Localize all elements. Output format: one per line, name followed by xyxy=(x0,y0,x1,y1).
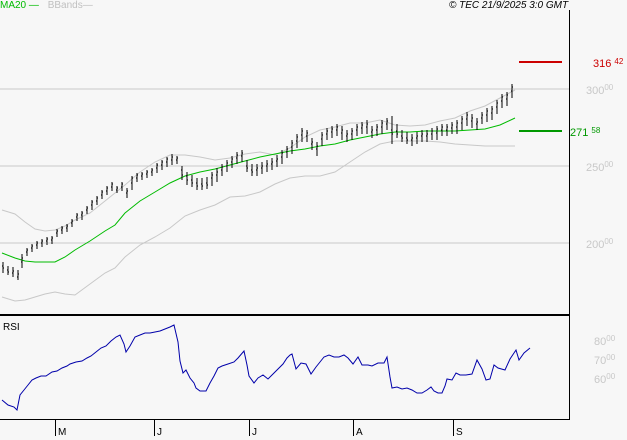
month-label-may: M xyxy=(58,427,67,438)
month-label-june: J xyxy=(157,427,162,438)
bband-lower xyxy=(1,140,515,302)
copyright-timestamp: © TEC 21/9/2025 3:0 GMT xyxy=(449,0,569,11)
month-label-september: S xyxy=(456,427,463,438)
rsi-axis-label-70: 7000 xyxy=(594,353,616,367)
month-label-july: J xyxy=(252,427,257,438)
rsi-panel-title: RSI xyxy=(3,322,20,333)
legend-bbands: BBands— xyxy=(47,0,93,11)
ohlc-bars xyxy=(2,84,513,280)
ma20-line xyxy=(1,117,516,263)
rsi-line xyxy=(1,324,531,412)
month-ticks xyxy=(55,420,454,436)
resistance-level-label: 316 42 xyxy=(593,57,624,70)
price-axis-label-250: 25000 xyxy=(586,160,614,174)
legend-ma20: MA20 — xyxy=(0,0,39,11)
price-axis-label-300: 30000 xyxy=(586,83,614,97)
month-label-august: A xyxy=(356,427,363,438)
support-level-label: 271 58 xyxy=(570,126,601,139)
rsi-axis-label-60: 6000 xyxy=(594,372,616,386)
price-axis-label-200: 20000 xyxy=(586,237,614,251)
bband-upper xyxy=(1,89,516,232)
rsi-axis-label-80: 8000 xyxy=(594,334,616,348)
chart-legend: MA20 — BBands— xyxy=(0,0,93,12)
